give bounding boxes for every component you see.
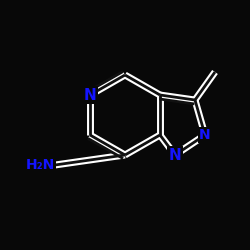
Text: N: N	[84, 88, 96, 102]
Text: N: N	[168, 148, 181, 162]
Text: H₂N: H₂N	[26, 158, 55, 172]
Text: N: N	[199, 128, 211, 142]
